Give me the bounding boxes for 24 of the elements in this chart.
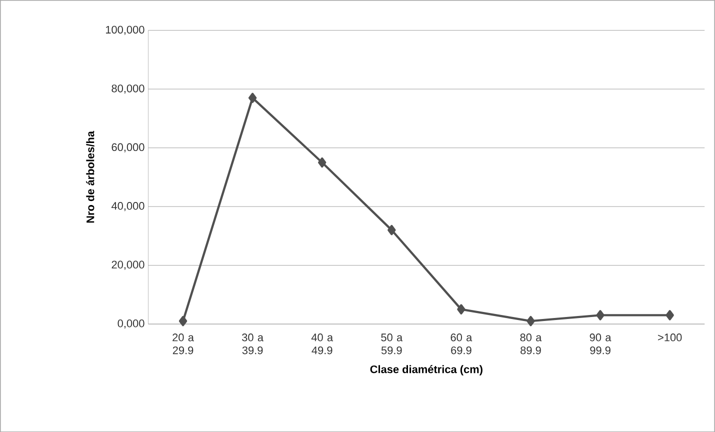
point (666, 310, 674, 320)
y-tick-label: 20,000 (112, 260, 144, 270)
y-axis-title: Nro de árboles/ha (86, 130, 94, 223)
point (388, 224, 396, 235)
point (457, 304, 466, 314)
point (596, 310, 604, 320)
x-tick-label: 50 a 59.9 (381, 333, 403, 354)
y-tick-label: 40,000 (112, 202, 144, 211)
x-tick-label: 60 a 69.9 (450, 333, 472, 354)
point (248, 92, 257, 103)
y-tick-label: 100,000 (106, 26, 144, 35)
x-tick-label: 30 a 39.9 (242, 333, 264, 354)
y-tick-label: 60,000 (112, 143, 144, 152)
x-tick-label: >100 (658, 333, 682, 342)
x-tick-label: 20 a 29.9 (172, 333, 194, 354)
x-tick-label: 90 a 99.9 (590, 333, 612, 354)
x-tick-label: 40 a 49.9 (311, 333, 334, 354)
point (318, 157, 326, 168)
y-tick-label: 0,000 (118, 319, 144, 328)
x-tick-label: 80 a 89.9 (520, 333, 542, 354)
point (526, 316, 535, 326)
point (178, 316, 188, 326)
x-axis-title: Clase diamétrica (cm) (370, 364, 482, 376)
y-tick-label: 80,000 (112, 84, 144, 94)
